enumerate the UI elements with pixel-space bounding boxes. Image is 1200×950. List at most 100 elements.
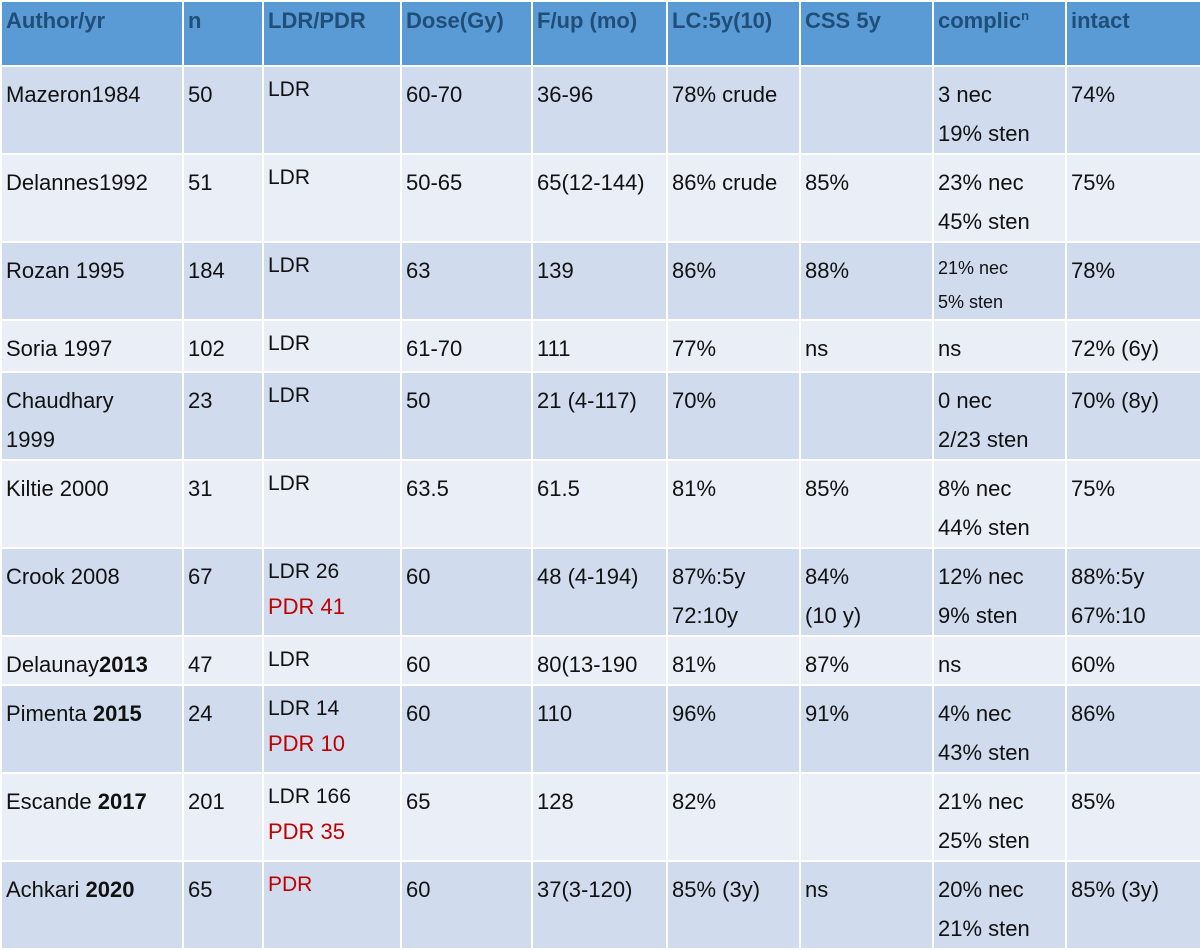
complications-cell: 0 nec 2/23 sten (932, 371, 1067, 461)
complication-value: 3 nec (938, 82, 992, 107)
ldr-pdr-cell: LDR (262, 459, 402, 549)
intact-value: 78% (1071, 258, 1116, 283)
ldr-value: LDR 166 (268, 785, 351, 808)
pdr-value: PDR 41 (268, 594, 346, 619)
intact-value: 75% (1071, 476, 1116, 501)
author-name: Pimenta (6, 701, 93, 726)
local-control-cell: 85% (3y) (666, 860, 801, 950)
followup-cell: 21 (4-117) (531, 371, 668, 461)
local-control-cell: 86% (666, 241, 801, 321)
local-control-cell: 86% crude (666, 153, 801, 243)
n-cell: 102 (182, 319, 264, 373)
complication-value: 5% sten (938, 292, 1004, 312)
header-complications-superscript: n (1021, 8, 1030, 23)
ldr-value: LDR (268, 384, 311, 407)
followup-cell: 111 (531, 319, 668, 373)
complication-value: 20% nec (938, 877, 1024, 902)
dose-cell: 60 (400, 635, 533, 686)
followup-cell: 139 (531, 241, 668, 321)
intact-value: 67%:10 (1071, 603, 1146, 628)
dose-cell: 60 (400, 860, 533, 950)
css-cell (799, 371, 934, 461)
complication-value: 21% sten (938, 916, 1030, 941)
author-cell: Rozan 1995 (0, 241, 184, 321)
complications-cell: 4% nec 43% sten (932, 684, 1067, 774)
intact-value: 75% (1071, 170, 1116, 195)
ldr-pdr-cell: PDR (262, 860, 402, 950)
n-cell: 67 (182, 547, 264, 637)
lc-value: 96% (672, 701, 717, 726)
dose-cell: 65 (400, 772, 533, 862)
complication-value: 2/23 sten (938, 427, 1029, 452)
intact-cell: 60% (1065, 635, 1200, 686)
complications-cell: ns (932, 635, 1067, 686)
ldr-pdr-cell: LDR (262, 319, 402, 373)
css-value: 91% (805, 701, 850, 726)
complication-value: 12% nec (938, 564, 1024, 589)
css-cell: ns (799, 860, 934, 950)
css-value: 85% (805, 476, 850, 501)
complication-value: 45% sten (938, 209, 1030, 234)
table-row: Escande 2017 201 LDR 166 PDR 35 65 128 82% 21% … (0, 772, 1200, 862)
css-cell (799, 65, 934, 155)
pdr-value: PDR 10 (268, 731, 346, 756)
ldr-pdr-cell: LDR 26 PDR 41 (262, 547, 402, 637)
intact-value: 85% (1071, 789, 1116, 814)
author-name: Crook 2008 (6, 564, 120, 589)
author-name: Escande (6, 789, 98, 814)
lc-value: 70% (672, 388, 717, 413)
complication-value: 43% sten (938, 740, 1030, 765)
n-cell: 50 (182, 65, 264, 155)
author-cell: Escande 2017 (0, 772, 184, 862)
followup-cell: 37(3-120) (531, 860, 668, 950)
complications-cell: 23% nec 45% sten (932, 153, 1067, 243)
intact-cell: 75% (1065, 153, 1200, 243)
author-cell: Kiltie 2000 (0, 459, 184, 549)
author-name: Chaudhary (6, 388, 114, 413)
author-cell: Pimenta 2015 (0, 684, 184, 774)
ldr-pdr-cell: LDR 166 PDR 35 (262, 772, 402, 862)
author-name: Rozan 1995 (6, 258, 125, 283)
n-cell: 184 (182, 241, 264, 321)
complication-value: 0 nec (938, 388, 992, 413)
css-cell: 85% (799, 153, 934, 243)
table-row: Pimenta 2015 24 LDR 14 PDR 10 60 110 96% 91% 4% … (0, 684, 1200, 774)
complications-cell: 8% nec 44% sten (932, 459, 1067, 549)
complications-cell: 21% nec 5% sten (932, 241, 1067, 321)
n-cell: 23 (182, 371, 264, 461)
header-dose: Dose(Gy) (400, 0, 533, 67)
pdr-value: PDR (268, 873, 313, 896)
ldr-value: LDR (268, 78, 311, 101)
local-control-cell: 81% (666, 459, 801, 549)
css-value: 87% (805, 652, 850, 677)
table-row: Delaunay2013 47 LDR 60 80(13-190 81% 87% ns 60% (0, 635, 1200, 686)
intact-cell: 72% (6y) (1065, 319, 1200, 373)
author-cell: Delannes1992 (0, 153, 184, 243)
n-cell: 201 (182, 772, 264, 862)
author-name: Kiltie 2000 (6, 476, 109, 501)
complication-value: ns (938, 336, 962, 361)
intact-cell: 88%:5y 67%:10 (1065, 547, 1200, 637)
followup-cell: 36-96 (531, 65, 668, 155)
author-year: 2013 (98, 652, 148, 677)
lc-value: 72:10y (672, 603, 739, 628)
header-followup: F/up (mo) (531, 0, 668, 67)
lc-value: 82% (672, 789, 717, 814)
dose-cell: 50-65 (400, 153, 533, 243)
ldr-pdr-cell: LDR (262, 65, 402, 155)
complications-cell: 20% nec 21% sten (932, 860, 1067, 950)
css-value: 85% (805, 170, 850, 195)
author-name: Mazeron1984 (6, 82, 141, 107)
followup-cell: 61.5 (531, 459, 668, 549)
author-year: 2017 (97, 789, 147, 814)
complications-cell: 3 nec 19% sten (932, 65, 1067, 155)
css-cell: ns (799, 319, 934, 373)
dose-cell: 60 (400, 547, 533, 637)
ldr-value: LDR (268, 166, 311, 189)
intact-value: 70% (8y) (1071, 388, 1160, 413)
header-author: Author/yr (0, 0, 184, 67)
css-cell: 91% (799, 684, 934, 774)
local-control-cell: 87%:5y 72:10y (666, 547, 801, 637)
author-year: 2020 (85, 877, 135, 902)
complication-value: 9% sten (938, 603, 1018, 628)
